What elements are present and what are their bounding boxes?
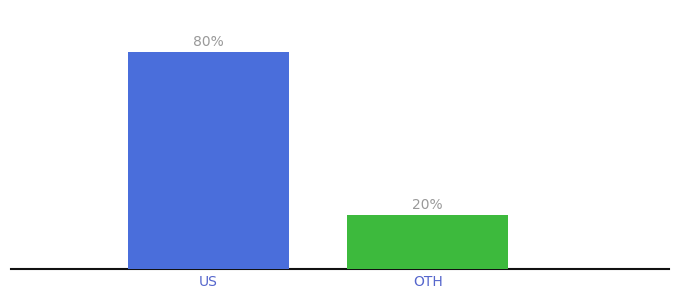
Text: 20%: 20% (412, 198, 443, 212)
Bar (128, 52, 289, 269)
Bar (347, 215, 508, 269)
Text: 80%: 80% (193, 34, 224, 49)
